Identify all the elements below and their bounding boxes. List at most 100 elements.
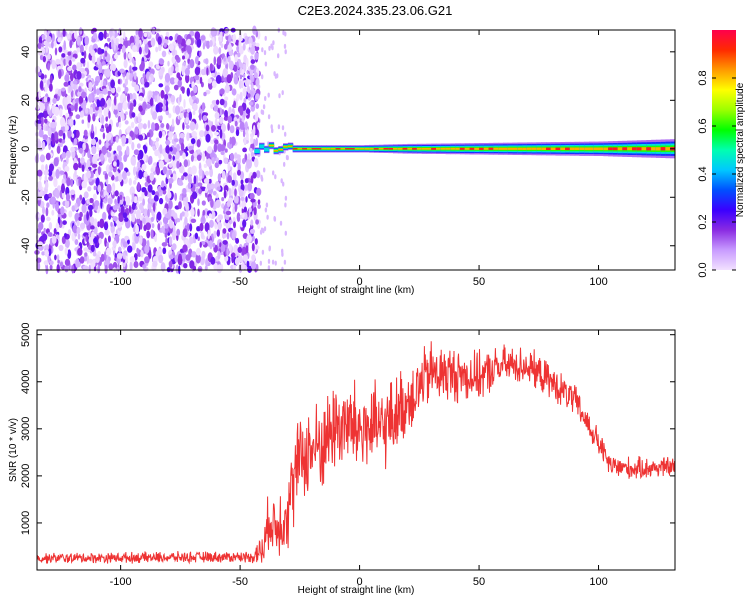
heatmap-cell	[84, 252, 88, 257]
heatmap-cell	[64, 233, 67, 238]
heatmap-cell	[179, 112, 184, 119]
heatmap-cell	[189, 59, 195, 69]
heatmap-cell	[150, 216, 154, 222]
heatmap-cell	[261, 249, 265, 255]
heatmap-cell	[118, 172, 123, 183]
heatmap-cell	[464, 147, 470, 150]
heatmap-cell	[247, 182, 253, 192]
heatmap-cell	[44, 244, 50, 249]
heatmap-cell	[268, 144, 275, 147]
heatmap-cell	[186, 113, 189, 119]
heatmap-cell	[98, 237, 102, 245]
heatmap-cell	[617, 147, 623, 151]
heatmap-cell	[83, 50, 87, 60]
heatmap-cell	[144, 189, 148, 197]
heatmap-cell	[55, 58, 61, 65]
heatmap-cell	[74, 212, 80, 222]
heatmap-cell	[207, 78, 213, 84]
heatmap-cell	[254, 149, 260, 154]
heatmap-cell	[459, 147, 466, 150]
heatmap-cell	[186, 38, 192, 46]
heatmap-cell	[407, 147, 413, 150]
heatmap-cell	[162, 130, 166, 137]
heatmap-cell	[41, 42, 44, 48]
heatmap-cell	[129, 65, 132, 75]
heatmap-cell	[247, 93, 251, 98]
heatmap-cell	[106, 241, 109, 248]
heatmap-cell	[158, 130, 163, 139]
heatmap-cell	[282, 181, 285, 187]
heatmap-cell	[62, 132, 66, 140]
heatmap-cell	[51, 235, 57, 244]
heatmap-cell	[90, 49, 96, 57]
heatmap-cell	[219, 98, 225, 106]
heatmap-cell	[190, 138, 196, 145]
heatmap-cell	[226, 74, 232, 84]
heatmap-cell	[593, 147, 600, 151]
heatmap-cell	[350, 148, 356, 150]
heatmap-cell	[152, 27, 156, 35]
heatmap-cell	[80, 157, 85, 164]
heatmap-cell	[196, 139, 201, 148]
heatmap-cell	[221, 109, 225, 115]
heatmap-cell	[249, 228, 256, 234]
heatmap-cell	[251, 254, 256, 262]
heatmap-cell	[43, 227, 46, 234]
heatmap-cell	[38, 212, 41, 219]
heatmap-cell	[70, 146, 75, 153]
heatmap-cell	[187, 64, 191, 70]
heatmap-cell	[139, 235, 143, 245]
heatmap-cell	[55, 202, 59, 212]
heatmap-cell	[164, 152, 169, 163]
heatmap-cell	[131, 214, 136, 223]
heatmap-cell	[52, 137, 55, 146]
heatmap-cell	[106, 247, 112, 256]
heatmap-cell	[157, 36, 162, 45]
heatmap-cell	[53, 106, 60, 117]
heatmap-cell	[196, 154, 202, 161]
heatmap-cell	[172, 225, 176, 233]
heatmap-cell	[38, 90, 41, 99]
heatmap-cell	[35, 104, 40, 110]
heatmap-cell	[56, 264, 60, 273]
heatmap-cell	[493, 147, 499, 150]
heatmap-cell	[88, 93, 93, 103]
heatmap-cell	[82, 142, 86, 151]
heatmap-cell	[137, 116, 141, 124]
heatmap-cell	[55, 168, 60, 179]
heatmap-cell	[142, 123, 147, 130]
heatmap-cell	[210, 183, 216, 190]
heatmap-cell	[228, 243, 232, 252]
heatmap-cell	[164, 222, 168, 229]
heatmap-cell	[138, 169, 143, 180]
heatmap-cell	[199, 222, 204, 232]
heatmap-cell	[227, 55, 231, 63]
heatmap-cell	[223, 189, 227, 199]
heatmap-cell	[51, 40, 54, 49]
heatmap-cell	[195, 187, 199, 194]
spectrogram-heatmap	[34, 25, 676, 275]
heatmap-cell	[219, 144, 226, 152]
heatmap-cell	[93, 185, 97, 191]
heatmap-cell	[273, 71, 276, 77]
heatmap-cell	[133, 166, 137, 176]
heatmap-cell	[164, 94, 169, 100]
heatmap-cell	[163, 42, 167, 48]
heatmap-cell	[142, 264, 147, 269]
snr-panel: -100 -50 0 50 100 1000 2000 3000 4000 5000 Heigh…	[8, 322, 676, 596]
heatmap-cell	[81, 180, 87, 189]
heatmap-cell	[209, 63, 213, 71]
heatmap-cell	[167, 187, 171, 196]
heatmap-cell	[249, 192, 255, 200]
heatmap-cell	[96, 99, 100, 108]
heatmap-cell	[46, 35, 52, 43]
heatmap-cell	[250, 64, 255, 70]
heatmap-cell	[101, 145, 107, 156]
heatmap-cell	[274, 174, 277, 180]
heatmap-cell	[235, 39, 240, 46]
heatmap-cell	[148, 77, 152, 83]
heatmap-cell	[217, 173, 222, 182]
heatmap-cell	[61, 151, 67, 159]
heatmap-cell	[168, 99, 171, 104]
heatmap-cell	[144, 43, 149, 54]
